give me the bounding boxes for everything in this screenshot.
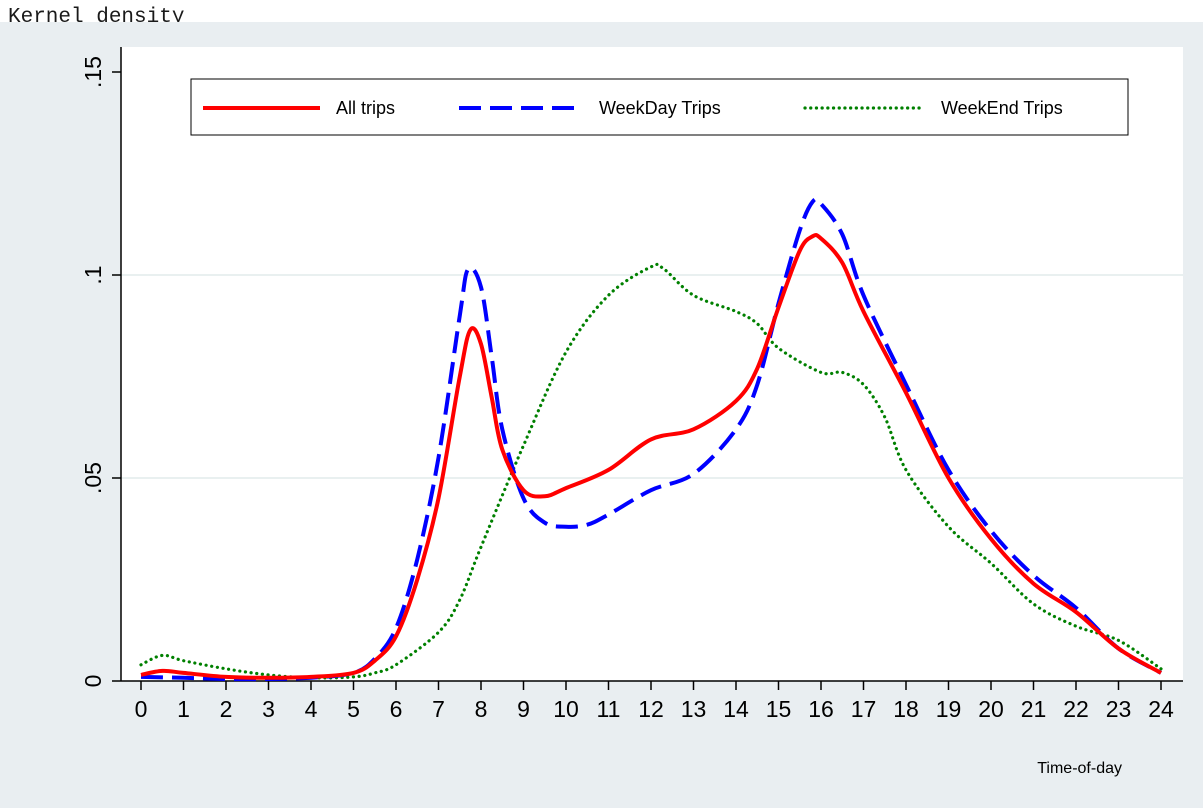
series-line-weekend-trips <box>139 262 1163 680</box>
x-tick-label: 5 <box>347 696 360 722</box>
x-tick-label: 14 <box>723 696 749 722</box>
x-tick-label: 15 <box>766 696 792 722</box>
y-tick-label: .1 <box>80 265 106 284</box>
x-tick-label: 22 <box>1063 696 1089 722</box>
x-tick-label: 18 <box>893 696 919 722</box>
x-tick-label: 4 <box>305 696 318 722</box>
series-line-weekday-trips <box>140 197 1162 682</box>
x-ticks: 0 1 2 3 4 5 6 7 8 9 10 11 12 13 14 15 16 17 18 19 20 21 22 23 24 <box>135 681 1174 722</box>
x-tick-label: 16 <box>808 696 834 722</box>
x-tick-label: 23 <box>1106 696 1132 722</box>
x-axis-title: Time-of-day <box>1037 760 1122 777</box>
x-tick-label: 13 <box>681 696 707 722</box>
x-tick-label: 1 <box>177 696 190 722</box>
x-tick-label: 7 <box>432 696 445 722</box>
y-tick-label: .15 <box>80 56 106 88</box>
x-tick-label: 3 <box>262 696 275 722</box>
y-tick-label: 0 <box>80 675 106 688</box>
x-tick-label: 9 <box>517 696 530 722</box>
y-ticks: 0 .05 .1 .15 <box>80 56 121 687</box>
x-tick-label: 17 <box>851 696 877 722</box>
y-tick-label: .05 <box>80 462 106 494</box>
x-tick-label: 8 <box>475 696 488 722</box>
grid-lines <box>121 274 1183 479</box>
legend-label-all-trips: All trips <box>336 98 395 118</box>
series-lines <box>139 197 1163 682</box>
x-tick-label: 6 <box>390 696 403 722</box>
x-tick-label: 21 <box>1021 696 1047 722</box>
x-tick-label: 10 <box>553 696 579 722</box>
plot-area <box>121 47 1183 681</box>
x-tick-label: 20 <box>978 696 1004 722</box>
legend-label-weekday-trips: WeekDay Trips <box>599 98 721 118</box>
x-tick-label: 0 <box>135 696 148 722</box>
x-tick-label: 12 <box>638 696 664 722</box>
legend-box <box>190 78 1129 136</box>
legend-label-weekend-trips: WeekEnd Trips <box>941 98 1063 118</box>
series-line-all-trips <box>140 233 1162 680</box>
x-tick-label: 19 <box>936 696 962 722</box>
x-tick-label: 24 <box>1148 696 1174 722</box>
x-tick-label: 2 <box>220 696 233 722</box>
axes <box>120 47 1183 682</box>
x-tick-label: 11 <box>597 696 621 722</box>
legend: All trips WeekDay Trips WeekEnd Trips <box>190 78 1129 136</box>
